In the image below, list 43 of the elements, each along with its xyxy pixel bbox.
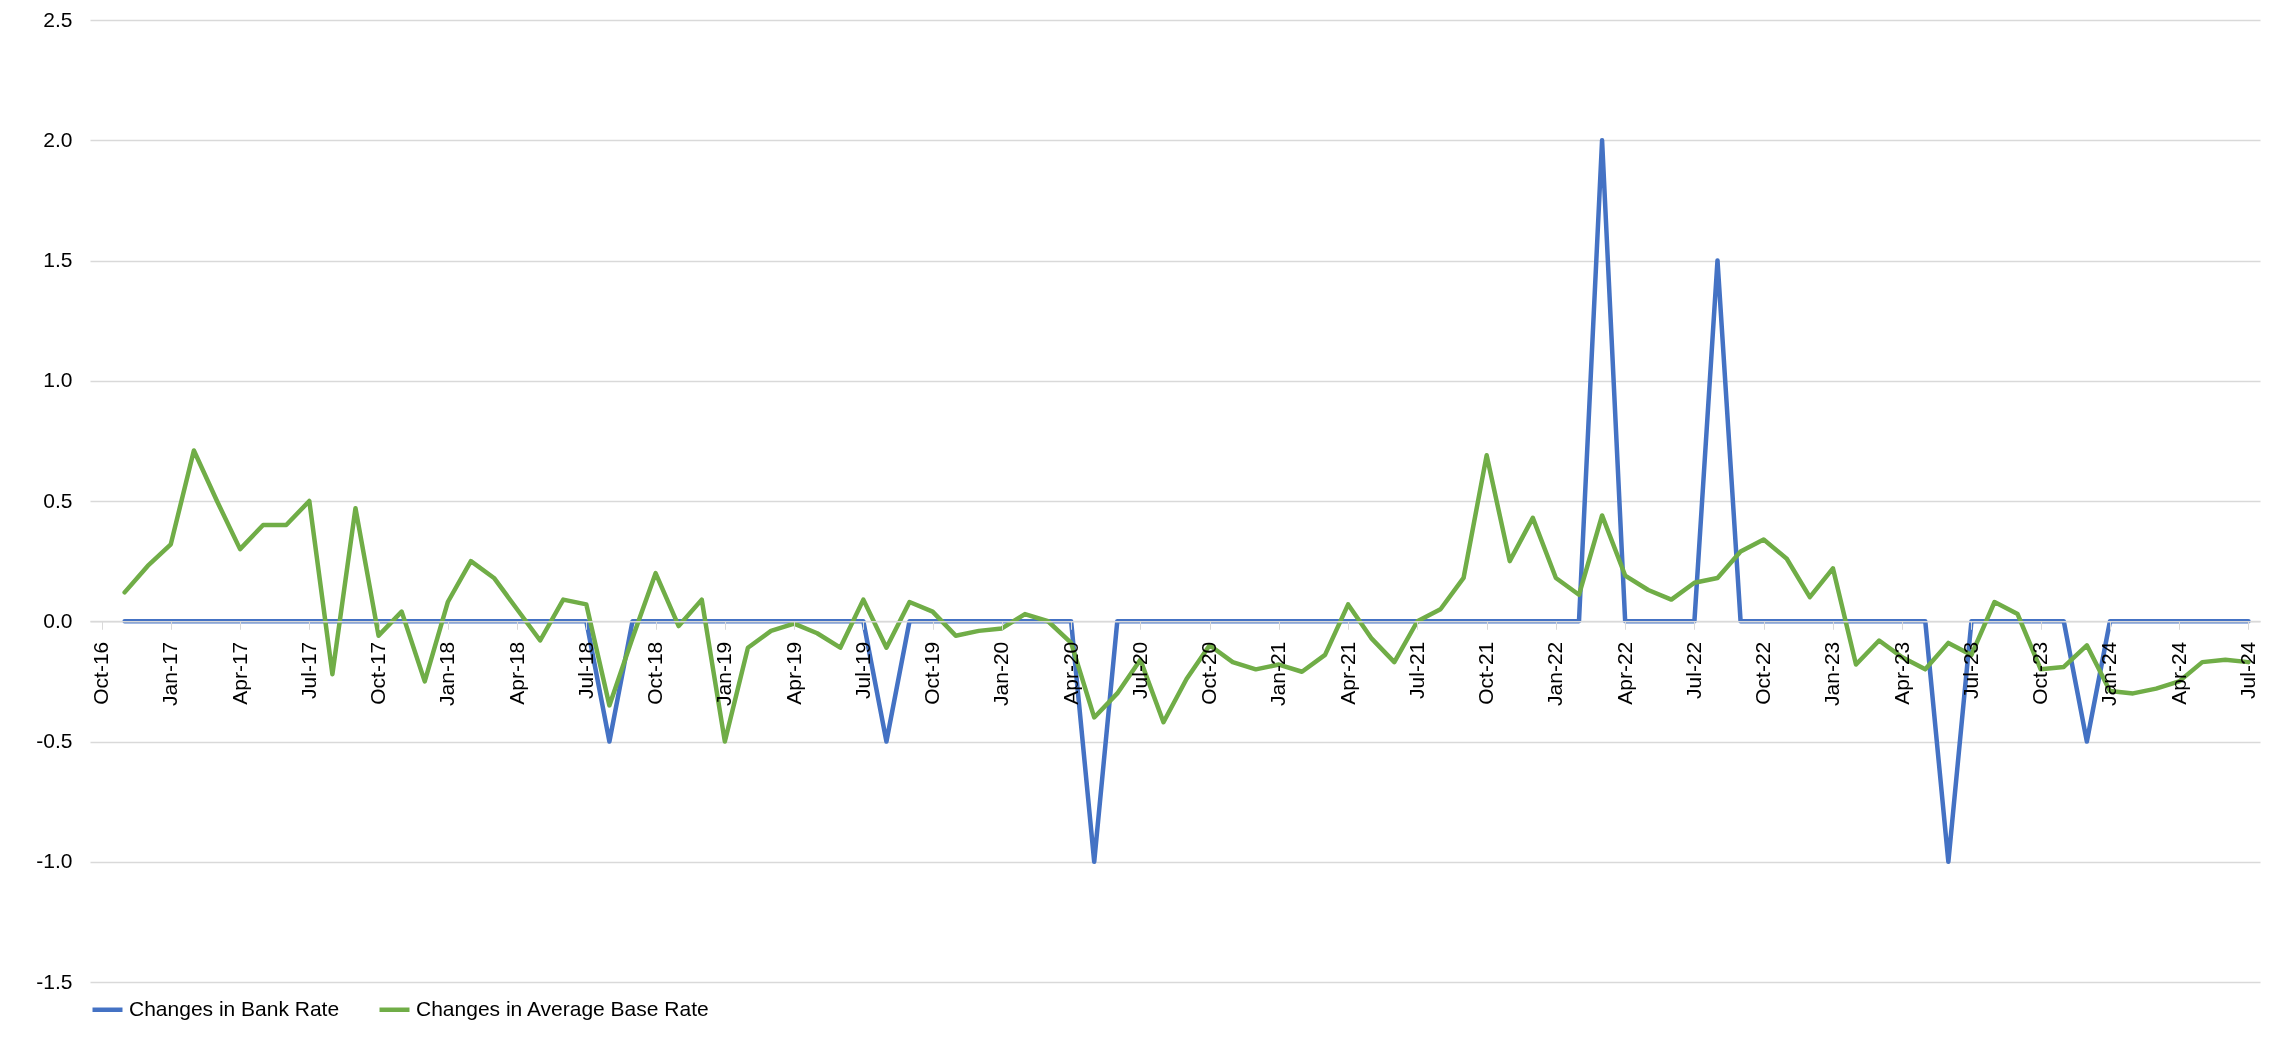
y-tick-label: 0.0	[43, 608, 73, 632]
x-tick-label: Apr-23	[1889, 641, 1913, 705]
x-tick-label: Jul-24	[2235, 641, 2259, 699]
x-tick-label: Jul-21	[1404, 641, 1428, 699]
x-tick-label: Jul-20	[1127, 641, 1151, 699]
y-tick-label: 2.5	[43, 7, 73, 31]
x-tick-label: Oct-18	[643, 641, 667, 705]
x-tick-label: Jan-24	[2097, 641, 2121, 706]
x-tick-label: Oct-17	[366, 641, 390, 705]
x-tick-label: Jan-22	[1543, 641, 1567, 706]
x-tick-label: Jan-21	[1266, 641, 1290, 706]
legend-label: Changes in Bank Rate	[129, 996, 340, 1020]
x-tick-label: Apr-18	[504, 641, 528, 705]
y-tick-label: -1.0	[36, 849, 73, 873]
x-tick-label: Apr-19	[781, 641, 805, 705]
y-tick-label: 1.5	[43, 248, 73, 271]
x-tick-label: Apr-24	[2166, 641, 2190, 705]
x-tick-label: Jul-19	[850, 641, 874, 699]
x-tick-label: Jan-19	[712, 641, 736, 706]
x-tick-label: Jul-18	[573, 641, 597, 699]
y-tick-label: -1.5	[36, 969, 73, 993]
x-tick-label: Oct-20	[1197, 641, 1221, 705]
x-tick-label: Oct-19	[920, 641, 944, 705]
x-tick-label: Jul-23	[1958, 641, 1982, 699]
x-tick-label: Jan-23	[1820, 641, 1844, 706]
x-tick-label: Apr-20	[1058, 641, 1082, 705]
x-tick-label: Apr-22	[1612, 641, 1636, 705]
y-tick-label: 2.0	[43, 127, 73, 151]
x-tick-label: Jan-20	[989, 641, 1013, 706]
x-tick-label: Oct-16	[89, 641, 113, 705]
x-tick-label: Oct-23	[2028, 641, 2052, 705]
x-tick-label: Oct-22	[1751, 641, 1775, 705]
y-tick-label: 1.0	[43, 368, 73, 392]
y-tick-label: 0.5	[43, 488, 73, 512]
x-tick-label: Apr-17	[227, 641, 251, 705]
legend-label: Changes in Average Base Rate	[416, 996, 709, 1020]
x-tick-label: Jan-17	[158, 641, 182, 706]
x-tick-label: Jan-18	[435, 641, 459, 706]
x-tick-label: Jul-22	[1681, 641, 1705, 699]
y-tick-label: -0.5	[36, 729, 73, 752]
x-tick-label: Oct-21	[1474, 641, 1498, 705]
x-tick-label: Jul-17	[296, 641, 320, 699]
x-tick-label: Apr-21	[1335, 641, 1359, 705]
